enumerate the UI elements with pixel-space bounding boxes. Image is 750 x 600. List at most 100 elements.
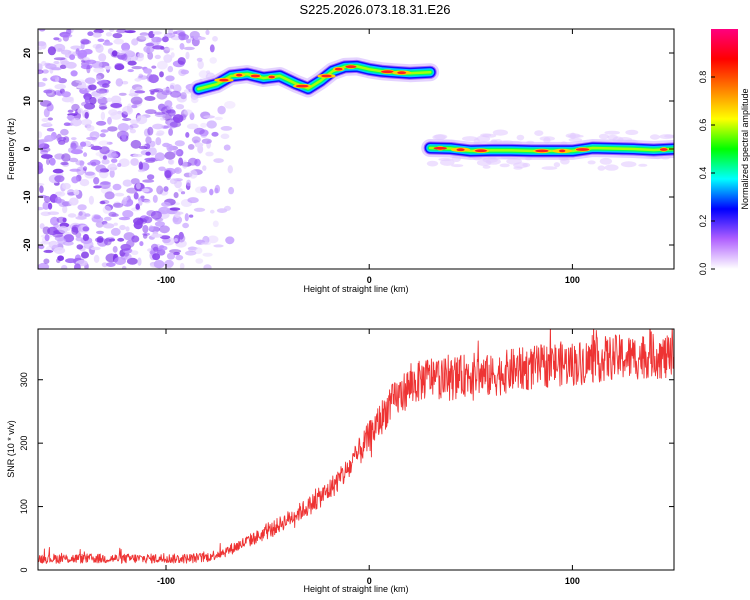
noise-blob (85, 171, 95, 176)
ridge-hotspot (397, 71, 407, 75)
noise-blob (80, 64, 93, 70)
noise-blob (178, 188, 183, 193)
noise-blob (209, 57, 217, 64)
noise-blob (432, 134, 446, 141)
noise-blob (152, 123, 164, 130)
noise-blob (41, 69, 49, 74)
noise-blob (115, 78, 124, 87)
colorbar-label: Normalized spectral amplitude (740, 88, 750, 209)
noise-blob (42, 77, 48, 82)
noise-blob (68, 157, 79, 163)
noise-blob (599, 157, 613, 165)
noise-blob (75, 236, 83, 242)
noise-blob (92, 43, 102, 49)
noise-blob (224, 101, 236, 109)
noise-blob (133, 192, 139, 200)
noise-blob (91, 161, 97, 167)
noise-blob (86, 64, 91, 74)
noise-blob (195, 258, 204, 264)
x-tick-label: 100 (565, 576, 580, 586)
ridge-hotspot (334, 67, 343, 71)
ridge-hotspot (456, 148, 465, 152)
noise-blob (205, 151, 214, 157)
noise-blob (137, 52, 144, 59)
noise-blob (160, 117, 166, 121)
ridge-hotspot (559, 149, 566, 153)
noise-blob (153, 88, 164, 93)
noise-blob (152, 31, 162, 35)
noise-blob (51, 75, 58, 80)
noise-blob (122, 210, 134, 218)
noise-blob (90, 145, 103, 151)
noise-blob (196, 57, 203, 62)
noise-blob (625, 129, 639, 135)
noise-blob (123, 196, 129, 201)
noise-blob (186, 179, 192, 187)
noise-blob (203, 115, 216, 119)
noise-blob (82, 234, 89, 242)
noise-blob (147, 51, 154, 60)
noise-blob (123, 253, 132, 260)
noise-blob (132, 153, 143, 158)
noise-blob (45, 63, 57, 70)
noise-blob (151, 36, 163, 43)
ridge-hotspot (268, 75, 275, 79)
noise-blob (83, 57, 90, 61)
noise-blob (97, 38, 105, 42)
ridge-hotspot (433, 146, 447, 150)
noise-blob (108, 29, 115, 32)
noise-blob (63, 122, 71, 126)
noise-blob (82, 166, 88, 172)
noise-blob (155, 137, 162, 146)
noise-blob (485, 158, 501, 165)
noise-blob (145, 42, 155, 47)
noise-blob (99, 146, 110, 155)
noise-blob (164, 170, 172, 179)
noise-blob (111, 50, 118, 57)
noise-blob (200, 122, 208, 128)
noise-blob (102, 155, 107, 160)
noise-blob (212, 36, 218, 42)
noise-blob (451, 164, 464, 168)
noise-blob (212, 220, 219, 228)
noise-blob (223, 144, 231, 151)
noise-blob (178, 231, 184, 240)
noise-blob (70, 118, 82, 127)
noise-blob (118, 158, 130, 167)
noise-blob (80, 119, 93, 126)
noise-blob (130, 139, 142, 149)
spectrogram-x-label: Height of straight line (km) (303, 284, 408, 294)
noise-blob (184, 213, 189, 222)
noise-blob (189, 112, 195, 121)
noise-blob (201, 242, 211, 246)
noise-blob (46, 158, 50, 165)
noise-blob (194, 142, 204, 148)
noise-blob (38, 165, 44, 174)
y-tick-label: 0 (22, 146, 32, 151)
noise-blob (111, 158, 118, 163)
noise-blob (96, 120, 107, 126)
noise-blob (43, 89, 53, 94)
noise-blob (193, 127, 205, 135)
noise-blob (213, 244, 224, 248)
noise-blob (46, 127, 55, 132)
noise-blob (159, 71, 164, 78)
noise-blob (186, 123, 199, 130)
noise-blob (181, 160, 188, 169)
noise-blob (136, 35, 147, 42)
noise-blob (553, 162, 561, 168)
noise-blob (98, 53, 107, 62)
noise-blob (121, 80, 129, 85)
noise-blob (118, 92, 127, 96)
noise-blob (224, 205, 231, 211)
noise-blob (57, 237, 66, 245)
noise-blob (88, 84, 97, 91)
noise-blob (169, 82, 176, 89)
noise-blob (70, 45, 82, 50)
noise-blob (39, 185, 44, 194)
noise-blob (187, 197, 199, 204)
ridge-hotspot (535, 149, 549, 153)
noise-blob (206, 120, 217, 129)
noise-blob (102, 205, 112, 214)
